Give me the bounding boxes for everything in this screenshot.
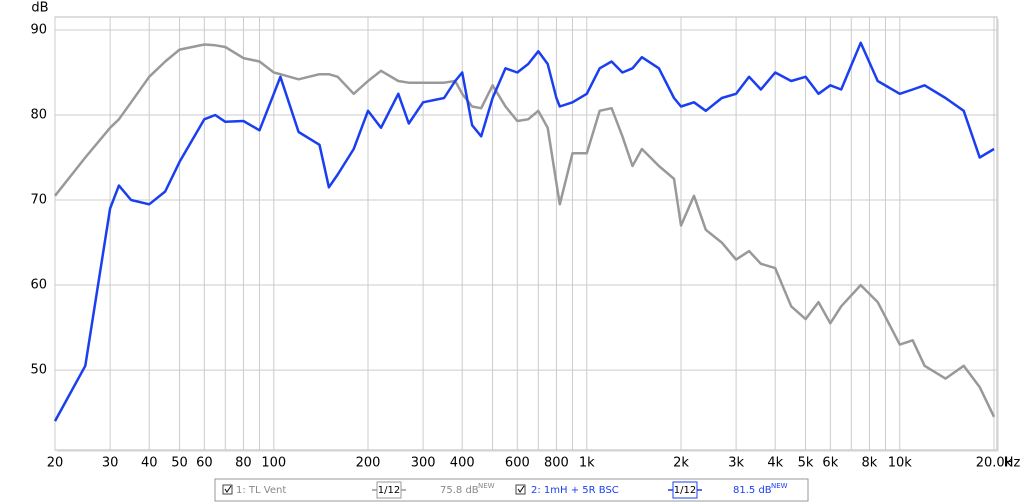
y-tick-label: 50 <box>30 363 47 378</box>
y-tick-label: 90 <box>30 23 47 38</box>
level-tag: NEW <box>771 482 788 490</box>
y-axis-label: dB <box>31 1 48 16</box>
series-line <box>54 43 996 418</box>
x-tick-label: 8k <box>862 456 878 471</box>
x-tick-label: 40 <box>141 456 158 471</box>
x-tick-label: 200 <box>356 456 381 471</box>
y-tick-label: 60 <box>30 278 47 293</box>
x-tick-label: 3k <box>728 456 744 471</box>
x-tick-label: 800 <box>544 456 569 471</box>
legend-bar <box>214 478 809 502</box>
y-tick-label: 80 <box>30 108 47 123</box>
level: 81.5 dB <box>733 485 772 496</box>
level: 75.8 dB <box>440 485 479 496</box>
x-tick-label: 50 <box>171 456 188 471</box>
x-axis-label: Hz <box>1004 456 1021 471</box>
x-tick-label: 400 <box>450 456 475 471</box>
y-tick-label: 70 <box>30 193 47 208</box>
x-tick-label: 30 <box>102 456 119 471</box>
legend: 1: TL Vent 1/12 75.8 dB NEW 2: 1mH + 5R BSC 1… <box>236 481 788 499</box>
checkbox[interactable] <box>222 484 233 495</box>
x-tick-label: 2k <box>673 456 689 471</box>
lines <box>53 41 996 422</box>
x-tick-label: 80 <box>235 456 252 471</box>
legend-name: 2: 1mH + 5R BSC <box>531 485 619 496</box>
x-tick-label: 6k <box>822 456 838 471</box>
x-tick-label: 5k <box>798 456 814 471</box>
smoothing: 1/12 <box>378 485 400 496</box>
smoothing-box <box>672 481 698 499</box>
checkbox[interactable] <box>515 484 526 495</box>
series-line <box>53 41 995 422</box>
check-mark <box>224 485 232 493</box>
x-tick-label: 100 <box>261 456 286 471</box>
grid <box>54 17 997 450</box>
legend-name: 1: TL Vent <box>236 485 286 496</box>
x-tick-label: 4k <box>767 456 783 471</box>
x-tick-label: 1k <box>579 456 595 471</box>
x-tick-label: 60 <box>196 456 213 471</box>
smoothing-box <box>376 481 402 499</box>
smoothing: 1/12 <box>674 485 696 496</box>
level-tag: NEW <box>478 482 495 490</box>
check-mark <box>517 485 525 493</box>
x-tick-label: 600 <box>505 456 530 471</box>
x-tick-label: 300 <box>411 456 436 471</box>
x-tick-label: 20 <box>47 456 64 471</box>
x-tick-label: 20.0k <box>976 456 1013 471</box>
x-tick-label: 10k <box>888 456 913 471</box>
plot-area <box>54 16 998 451</box>
